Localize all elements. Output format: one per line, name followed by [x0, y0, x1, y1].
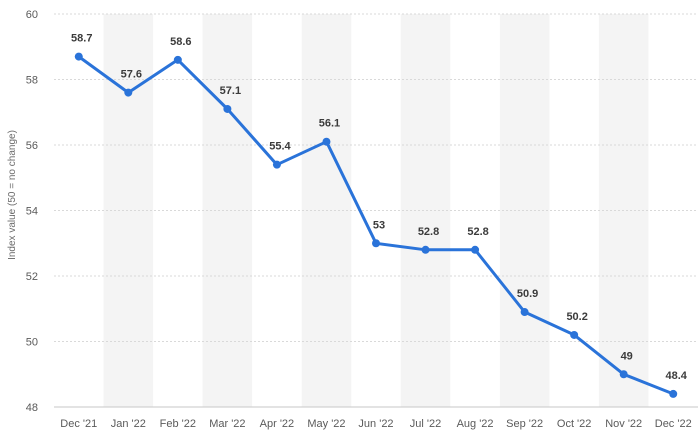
- y-tick-label: 48: [26, 402, 38, 414]
- data-labels: 58.7 57.6 58.6 57.1 55.4 56.1 53 52.8 52.8 50.9 50…: [71, 33, 688, 382]
- x-tick-label: Jul '22: [410, 418, 441, 430]
- data-label: 57.1: [220, 85, 241, 97]
- gridlines: [54, 13, 698, 408]
- x-axis-ticks: Dec '21 Jan '22 Feb '22 Mar '22 Apr '22 May '…: [60, 418, 691, 430]
- y-tick-label: 54: [26, 206, 38, 218]
- data-point: [173, 55, 182, 64]
- data-label: 48.4: [666, 370, 688, 382]
- x-tick-label: Jan '22: [111, 418, 146, 430]
- series-line: [74, 52, 678, 398]
- y-axis-ticks: 48 50 52 54 56 58 60: [26, 9, 38, 414]
- data-label: 58.7: [71, 33, 92, 45]
- x-tick-label: Aug '22: [457, 418, 494, 430]
- data-point: [669, 389, 678, 398]
- y-axis-title: Index value (50 = no change): [7, 130, 18, 260]
- x-tick-label: Mar '22: [209, 418, 245, 430]
- x-tick-label: Feb '22: [160, 418, 196, 430]
- category-band: [499, 14, 550, 407]
- y-tick-label: 52: [26, 271, 38, 283]
- data-label: 52.8: [467, 226, 488, 238]
- data-point: [471, 245, 480, 254]
- data-label: 55.4: [269, 141, 291, 153]
- x-tick-label: Dec '22: [655, 418, 692, 430]
- x-tick-label: Dec '21: [60, 418, 97, 430]
- data-point: [272, 160, 281, 169]
- data-point: [372, 239, 380, 248]
- data-point: [223, 104, 232, 113]
- x-tick-label: May '22: [307, 418, 345, 430]
- data-point: [421, 245, 430, 254]
- x-tick-label: Sep '22: [506, 418, 543, 430]
- data-label: 49: [621, 350, 633, 362]
- data-point: [74, 52, 83, 61]
- data-point: [570, 330, 579, 339]
- x-tick-label: Jun '22: [358, 418, 393, 430]
- data-point: [124, 88, 133, 97]
- data-label: 50.9: [517, 288, 538, 300]
- y-tick-label: 50: [26, 337, 38, 349]
- x-tick-label: Nov '22: [605, 418, 642, 430]
- data-point: [619, 370, 628, 379]
- data-label: 57.6: [121, 69, 142, 81]
- x-tick-label: Apr '22: [260, 418, 295, 430]
- data-point: [520, 308, 529, 317]
- data-label: 52.8: [418, 226, 439, 238]
- data-point: [322, 137, 331, 146]
- y-tick-label: 60: [26, 9, 38, 21]
- y-tick-label: 58: [26, 75, 38, 87]
- x-tick-label: Oct '22: [557, 418, 592, 430]
- y-tick-label: 56: [26, 140, 38, 152]
- data-label: 53: [373, 219, 385, 231]
- data-label: 58.6: [170, 36, 191, 48]
- data-label: 56.1: [319, 118, 340, 130]
- data-label: 50.2: [566, 311, 587, 323]
